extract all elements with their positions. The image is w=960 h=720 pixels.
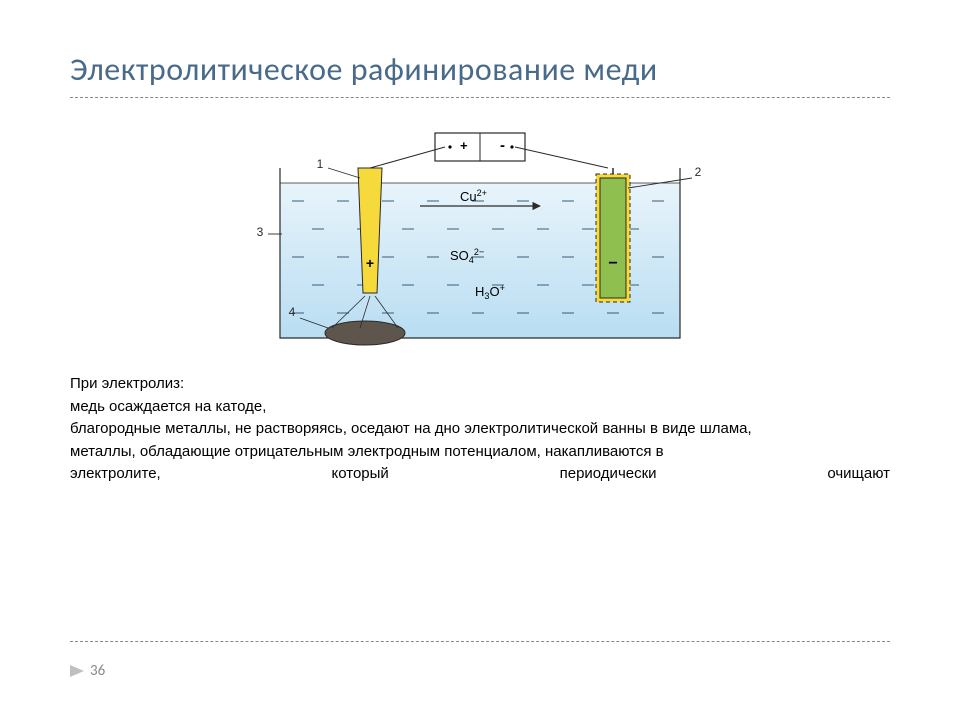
svg-text:-: - (500, 137, 505, 154)
slide-footer: 36 (70, 662, 105, 680)
svg-text:1: 1 (317, 157, 324, 171)
svg-text:−: − (608, 255, 617, 272)
body-line-1: При электролиз: (70, 373, 890, 396)
footer-divider (70, 641, 890, 642)
svg-text:+: + (366, 255, 374, 271)
body-line-2: медь осаждается на катоде, (70, 396, 890, 419)
slide: Электролитическое рафинирование меди + - +… (0, 0, 960, 720)
diagram-container: +-+−Cu2+SO42−H3O+1234 (70, 128, 890, 353)
body-line-4: металлы, обладающие отрицательным электр… (70, 441, 890, 464)
svg-text:2: 2 (695, 165, 702, 179)
svg-text:4: 4 (289, 305, 296, 319)
page-number: 36 (90, 662, 105, 680)
body-line-5: электролите, который периодически очищаю… (70, 463, 890, 486)
footer-arrow-icon (70, 665, 84, 677)
slide-title: Электролитическое рафинирование меди (70, 50, 890, 89)
svg-text:+: + (460, 138, 468, 153)
svg-text:3: 3 (257, 225, 264, 239)
body-text: При электролиз: медь осаждается на катод… (70, 373, 890, 486)
electrolysis-diagram: +-+−Cu2+SO42−H3O+1234 (220, 128, 740, 348)
body-line-3: благородные металлы, не растворяясь, осе… (70, 418, 890, 441)
title-divider (70, 97, 890, 98)
